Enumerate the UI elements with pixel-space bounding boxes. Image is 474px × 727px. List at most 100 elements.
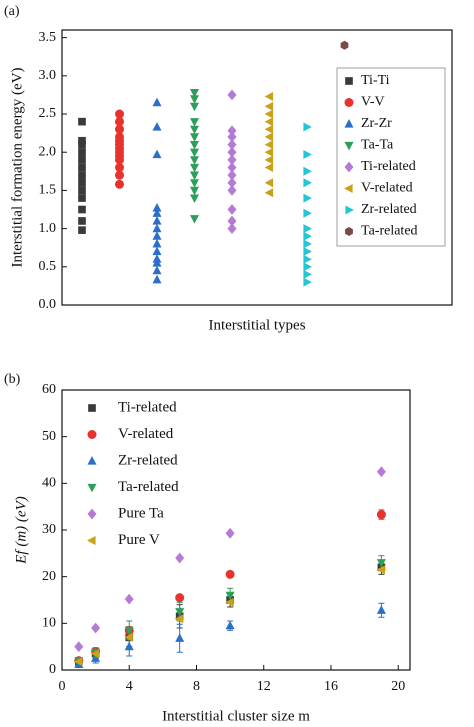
legend-label: Ta-related bbox=[361, 224, 418, 239]
marker bbox=[225, 527, 235, 539]
marker bbox=[152, 231, 162, 240]
legend-marker bbox=[87, 456, 97, 465]
marker bbox=[225, 620, 235, 630]
y-tick-label: 0.5 bbox=[39, 259, 57, 274]
marker bbox=[78, 178, 86, 187]
marker bbox=[227, 146, 237, 158]
marker bbox=[264, 178, 274, 188]
marker bbox=[225, 597, 234, 607]
y-axis-label: Interstitial formation energy (eV) bbox=[9, 67, 25, 267]
panel-label: (a) bbox=[4, 4, 20, 19]
panel-label: (b) bbox=[4, 372, 21, 387]
marker bbox=[376, 605, 386, 614]
y-tick-label: 10 bbox=[42, 616, 56, 631]
marker bbox=[115, 117, 124, 127]
marker bbox=[190, 171, 199, 181]
marker bbox=[91, 622, 101, 634]
marker bbox=[190, 163, 199, 173]
legend-marker bbox=[87, 536, 96, 545]
legend-label: V-related bbox=[361, 181, 413, 196]
marker bbox=[78, 171, 86, 179]
marker bbox=[303, 239, 312, 249]
marker bbox=[152, 216, 162, 225]
legend-label: Ti-related bbox=[118, 399, 177, 415]
marker bbox=[124, 632, 133, 642]
marker bbox=[227, 223, 237, 234]
marker bbox=[303, 150, 312, 159]
legend-marker bbox=[344, 184, 353, 193]
y-tick-label: 2.5 bbox=[39, 106, 57, 121]
marker bbox=[264, 92, 274, 101]
legend-label: Zr-related bbox=[361, 202, 417, 217]
legend-label: Ta-Ta bbox=[361, 138, 394, 153]
legend-marker bbox=[345, 77, 353, 85]
plot-frame bbox=[61, 29, 453, 306]
x-tick-label: 0 bbox=[59, 679, 66, 694]
plot-frame bbox=[61, 389, 411, 671]
marker bbox=[78, 136, 86, 145]
marker bbox=[264, 117, 274, 127]
marker bbox=[190, 141, 199, 150]
marker bbox=[78, 117, 86, 126]
y-tick-label: 1.0 bbox=[39, 221, 57, 236]
marker bbox=[175, 552, 185, 564]
marker bbox=[78, 205, 86, 214]
legend-marker bbox=[345, 227, 353, 236]
legend-marker bbox=[344, 119, 354, 128]
marker bbox=[303, 262, 312, 272]
marker bbox=[227, 215, 237, 227]
marker bbox=[376, 510, 386, 520]
marker bbox=[152, 238, 162, 248]
marker bbox=[227, 89, 237, 101]
legend-marker bbox=[344, 161, 354, 173]
marker bbox=[264, 140, 274, 150]
marker bbox=[190, 95, 199, 104]
marker bbox=[227, 204, 237, 215]
marker bbox=[227, 154, 237, 166]
marker bbox=[264, 188, 274, 198]
marker bbox=[152, 203, 162, 212]
legend-label: V-V bbox=[361, 95, 385, 110]
marker bbox=[225, 591, 235, 601]
marker bbox=[227, 169, 237, 181]
y-tick-label: 60 bbox=[42, 382, 56, 397]
marker bbox=[115, 124, 124, 134]
marker bbox=[78, 163, 86, 172]
x-tick-label: 20 bbox=[391, 679, 405, 694]
marker bbox=[78, 194, 86, 202]
marker bbox=[264, 155, 274, 165]
marker bbox=[90, 649, 100, 659]
marker bbox=[190, 179, 199, 188]
marker bbox=[115, 170, 124, 180]
marker bbox=[303, 178, 312, 188]
legend-label: V-related bbox=[118, 426, 174, 442]
y-axis-label: Ef (m) (eV) bbox=[13, 496, 29, 564]
marker bbox=[115, 163, 124, 172]
legend-marker bbox=[87, 483, 97, 493]
legend-label: Ti-related bbox=[361, 159, 416, 174]
marker bbox=[303, 193, 312, 203]
marker bbox=[115, 179, 124, 189]
marker bbox=[190, 118, 199, 127]
legend-marker bbox=[88, 404, 96, 412]
marker bbox=[190, 133, 199, 142]
marker bbox=[376, 466, 386, 478]
marker bbox=[115, 109, 124, 119]
marker bbox=[264, 109, 274, 119]
marker bbox=[152, 265, 162, 275]
marker bbox=[152, 246, 162, 256]
y-tick-label: 3.0 bbox=[39, 68, 57, 83]
y-tick-label: 0.0 bbox=[39, 297, 57, 312]
marker bbox=[175, 593, 185, 603]
marker bbox=[303, 231, 312, 241]
marker bbox=[264, 101, 274, 111]
x-axis-label: Interstitial types bbox=[208, 317, 305, 333]
marker bbox=[340, 40, 349, 50]
marker bbox=[303, 269, 312, 279]
marker bbox=[91, 653, 101, 662]
marker bbox=[190, 148, 199, 158]
marker bbox=[174, 614, 184, 624]
marker bbox=[227, 177, 237, 189]
marker bbox=[190, 89, 199, 98]
